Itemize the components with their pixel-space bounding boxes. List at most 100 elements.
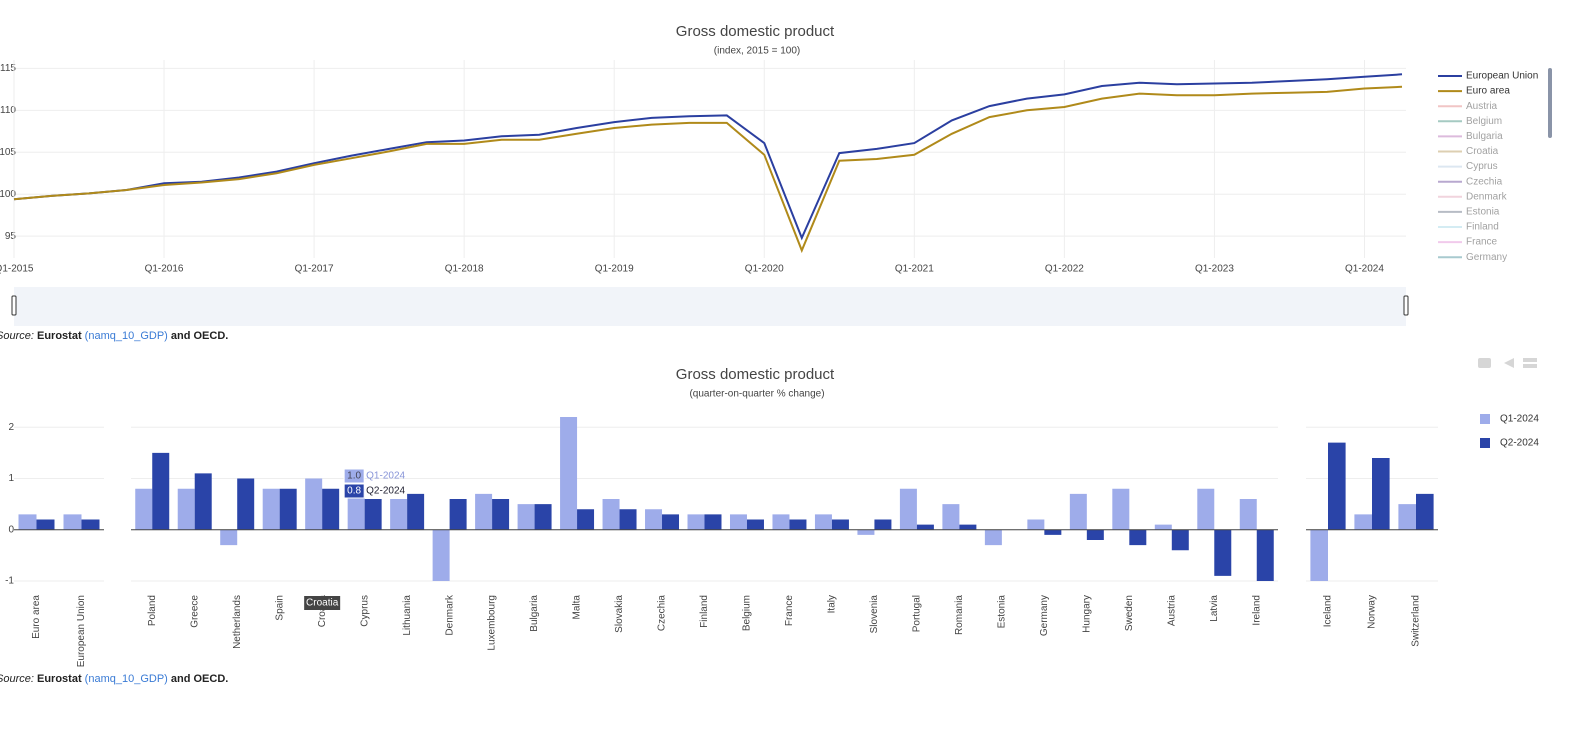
range-handle[interactable] [11,295,17,316]
toggle-icon[interactable] [1523,364,1537,368]
bar[interactable] [534,504,552,530]
bar[interactable] [475,493,493,530]
x-tick-label: Switzerland [1411,595,1422,647]
legend-label[interactable]: Croatia [1466,146,1499,157]
bar[interactable] [63,514,82,530]
x-tick-label: Q1-2024 [1345,264,1384,275]
bar[interactable] [152,452,170,530]
legend-label[interactable]: France [1466,237,1498,248]
bar[interactable] [789,519,807,530]
bar[interactable] [390,499,408,530]
bar[interactable] [1256,529,1274,581]
bar[interactable] [262,488,280,530]
bar[interactable] [81,519,100,530]
x-tick-label: Euro area [31,595,42,639]
legend-label[interactable]: Estonia [1466,207,1500,218]
bar[interactable] [1398,504,1416,530]
bar[interactable] [857,529,875,535]
bar[interactable] [746,519,764,530]
legend-label: Q1-2024 [1500,414,1539,425]
bar[interactable] [560,417,578,530]
toggle-icon[interactable] [1523,358,1537,362]
legend-label[interactable]: Austria [1466,101,1498,112]
bar[interactable] [1328,442,1346,530]
source-note: Source: Eurostat (namq_10_GDP) and OECD. [0,673,228,685]
bar[interactable] [984,529,1002,546]
legend-label[interactable]: Denmark [1466,191,1508,202]
bar[interactable] [1069,493,1087,530]
bar[interactable] [704,514,722,530]
bar[interactable] [177,488,195,530]
bar[interactable] [279,488,297,530]
bar[interactable] [1154,524,1172,530]
bar[interactable] [492,499,510,530]
legend-label[interactable]: Finland [1466,222,1499,233]
legend-swatch [1480,414,1490,424]
bar[interactable] [687,514,705,530]
bar[interactable] [18,514,37,530]
bar[interactable] [645,509,663,530]
bar[interactable] [1416,493,1434,530]
bar[interactable] [729,514,747,530]
bar[interactable] [517,504,535,530]
bar[interactable] [1239,499,1257,530]
legend-label[interactable]: Germany [1466,252,1507,263]
x-tick-label: Netherlands [232,595,243,649]
bar[interactable] [602,499,620,530]
bar[interactable] [662,514,680,530]
legend-label[interactable]: Bulgaria [1466,131,1503,142]
bar[interactable] [772,514,790,530]
legend-label[interactable]: Belgium [1466,116,1502,127]
bar[interactable] [237,478,255,530]
x-tick-label: Italy [827,595,838,613]
bar[interactable] [407,493,425,530]
camera-icon[interactable] [1478,358,1491,368]
legend-scrollbar[interactable] [1548,68,1552,138]
bar[interactable] [1171,529,1189,551]
source-link[interactable]: (namq_10_GDP) [85,330,168,342]
bar[interactable] [577,509,595,530]
bar[interactable] [347,488,365,530]
bar[interactable] [36,519,55,530]
range-handle[interactable] [1403,295,1409,316]
source-link[interactable]: (namq_10_GDP) [85,673,168,685]
bar[interactable] [220,529,238,546]
bar[interactable] [1354,514,1372,530]
tooltip-series: Q2-2024 [366,486,405,497]
bar[interactable] [1027,519,1045,530]
bar[interactable] [916,524,934,530]
range-slider[interactable] [14,287,1406,326]
bar[interactable] [1086,529,1104,540]
bar[interactable] [194,473,212,530]
bar[interactable] [959,524,977,530]
bar[interactable] [619,509,637,530]
bar[interactable] [305,478,323,530]
bar[interactable] [1310,529,1328,581]
x-tick-label: Belgium [742,595,753,631]
legend-label[interactable]: Cyprus [1466,161,1498,172]
y-tick-label: -1 [5,576,14,587]
bar[interactable] [1197,488,1215,530]
bar[interactable] [1129,529,1147,546]
bar[interactable] [899,488,917,530]
x-tick-label: Romania [954,595,965,635]
x-tick-label: Croatia [317,595,328,628]
reset-icon[interactable] [1504,358,1514,368]
y-tick-label: 0 [8,524,14,535]
bar[interactable] [1112,488,1130,530]
modebar [1478,358,1537,368]
bar[interactable] [1372,458,1390,530]
bar[interactable] [874,519,892,530]
bar[interactable] [449,499,467,530]
bar[interactable] [831,519,849,530]
bar[interactable] [1214,529,1232,576]
bar[interactable] [432,529,450,581]
x-tick-label: Malta [572,595,583,620]
legend-label[interactable]: Czechia [1466,176,1503,187]
bar[interactable] [1044,529,1062,535]
bar[interactable] [814,514,832,530]
bar[interactable] [322,488,340,530]
bar[interactable] [364,499,382,530]
bar[interactable] [135,488,153,530]
bar[interactable] [942,504,960,530]
